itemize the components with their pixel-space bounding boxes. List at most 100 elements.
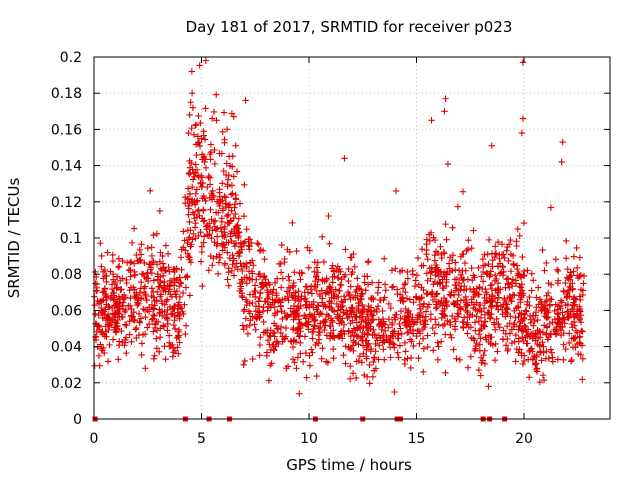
data-point	[202, 105, 209, 112]
data-point	[411, 283, 419, 290]
data-point	[359, 329, 366, 336]
data-point	[544, 336, 552, 343]
data-point	[290, 279, 297, 287]
data-point	[567, 358, 575, 365]
data-point	[571, 301, 578, 308]
data-point	[93, 287, 101, 294]
data-point	[538, 357, 545, 364]
data-point	[309, 349, 316, 356]
data-point	[189, 236, 196, 243]
data-point	[285, 273, 292, 280]
data-point	[200, 207, 207, 214]
data-point	[418, 245, 426, 253]
data-point	[92, 310, 99, 318]
data-point	[248, 239, 255, 247]
data-point	[543, 292, 550, 299]
data-point	[486, 315, 494, 322]
data-point	[517, 318, 524, 326]
data-point	[341, 155, 348, 162]
x-tick-label: 5	[197, 431, 206, 447]
data-point	[507, 236, 514, 244]
data-point	[376, 296, 384, 304]
data-point	[410, 330, 417, 337]
data-point	[95, 352, 103, 360]
data-point	[471, 319, 479, 326]
data-point	[201, 217, 208, 224]
data-point	[577, 286, 585, 293]
data-point	[347, 362, 354, 370]
data-point	[162, 356, 169, 363]
data-point	[468, 244, 475, 252]
data-point	[353, 319, 360, 326]
data-point	[159, 322, 167, 329]
data-point	[293, 247, 300, 255]
data-point	[205, 172, 212, 180]
data-point	[528, 287, 535, 294]
data-point	[235, 215, 242, 222]
data-point	[210, 108, 218, 116]
data-point	[246, 310, 254, 317]
data-point	[347, 283, 354, 290]
data-point	[408, 338, 415, 345]
data-point	[109, 270, 117, 278]
data-point	[463, 296, 470, 304]
data-point	[150, 232, 157, 239]
data-point	[289, 283, 297, 291]
data-point	[198, 172, 205, 180]
data-point	[264, 336, 272, 344]
data-point	[161, 278, 168, 286]
data-point	[220, 109, 228, 116]
data-point	[315, 325, 322, 332]
data-point	[114, 298, 121, 305]
data-point	[558, 158, 565, 166]
data-point	[570, 335, 577, 342]
data-point	[184, 185, 192, 192]
data-point	[500, 327, 507, 334]
data-point	[539, 246, 546, 254]
data-point	[394, 331, 402, 338]
data-point	[560, 341, 567, 348]
data-point	[203, 226, 210, 233]
data-point	[554, 356, 561, 363]
data-point	[568, 356, 575, 364]
data-point	[231, 229, 238, 237]
y-axis-title: SRMTID / TECUs	[5, 178, 23, 299]
data-point	[168, 279, 176, 286]
data-point	[381, 338, 388, 345]
data-point	[382, 287, 389, 294]
data-point	[189, 183, 196, 191]
data-point	[524, 267, 531, 274]
data-point	[245, 236, 252, 243]
data-point	[279, 315, 286, 323]
data-point	[517, 298, 524, 306]
data-point	[462, 307, 470, 315]
data-point	[142, 292, 149, 300]
data-point	[326, 332, 334, 340]
data-point	[156, 333, 164, 341]
data-point	[123, 349, 130, 357]
data-point	[92, 333, 99, 341]
data-point	[566, 339, 573, 347]
data-point	[349, 370, 357, 377]
data-point	[505, 241, 513, 248]
y-tick-label: 0	[73, 412, 82, 428]
data-point	[489, 263, 496, 270]
data-point	[314, 302, 321, 309]
data-point	[338, 276, 345, 283]
y-tick-label: 0.14	[51, 159, 82, 175]
data-point	[296, 320, 303, 327]
data-point	[115, 356, 122, 363]
data-point	[221, 261, 229, 269]
data-point	[370, 326, 377, 333]
data-point	[223, 126, 231, 133]
data-point	[182, 322, 190, 329]
data-point	[269, 329, 277, 336]
data-point	[303, 283, 311, 291]
data-point	[392, 265, 399, 272]
data-point	[431, 330, 438, 337]
data-point	[319, 295, 326, 302]
data-point	[487, 333, 494, 341]
data-point	[160, 284, 167, 292]
data-point	[302, 313, 309, 320]
data-point	[217, 224, 225, 231]
